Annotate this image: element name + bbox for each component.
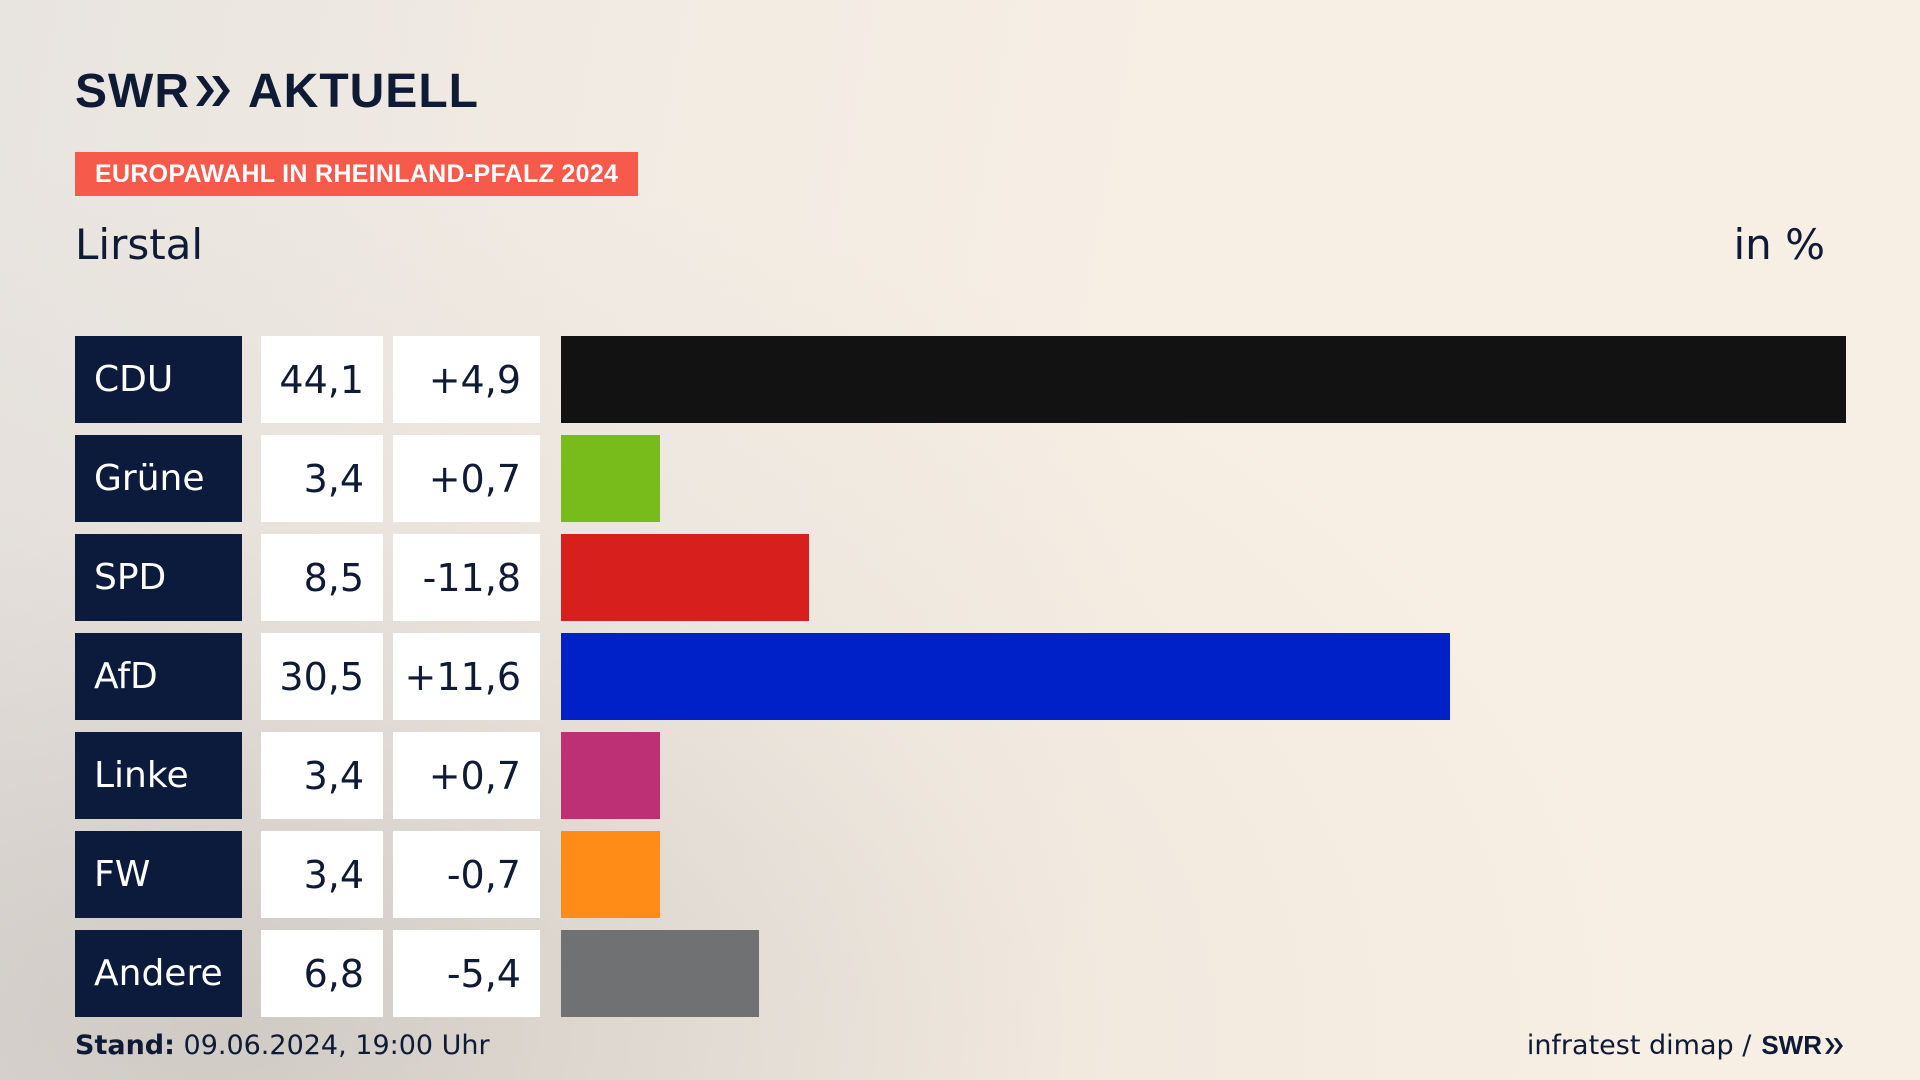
vote-share-value: 44,1 xyxy=(261,336,383,423)
logo-aktuell-text: AKTUELL xyxy=(247,64,479,118)
party-label: CDU xyxy=(75,336,242,423)
party-label: FW xyxy=(75,831,242,918)
party-label: AfD xyxy=(75,633,242,720)
unit-label: in % xyxy=(1733,220,1825,269)
timestamp: Stand: 09.06.2024, 19:00 Uhr xyxy=(75,1030,490,1061)
result-bar xyxy=(561,435,660,522)
vote-share-value: 3,4 xyxy=(261,435,383,522)
region-title: Lirstal xyxy=(75,220,204,269)
result-row: Grüne 3,4 +0,7 xyxy=(75,435,1846,522)
source-text: infratest dimap / xyxy=(1526,1030,1752,1061)
mini-chevron-icon xyxy=(1825,1037,1843,1054)
vote-share-value: 30,5 xyxy=(261,633,383,720)
vote-change-value: +0,7 xyxy=(393,435,540,522)
vote-change-value: +0,7 xyxy=(393,732,540,819)
vote-share-value: 3,4 xyxy=(261,732,383,819)
party-label: Andere xyxy=(75,930,242,1017)
election-tag: EUROPAWAHL IN RHEINLAND-PFALZ 2024 xyxy=(75,152,639,196)
result-bar xyxy=(561,732,660,819)
vote-change-value: +11,6 xyxy=(393,633,540,720)
swr-mini-logo: SWR xyxy=(1761,1030,1844,1061)
vote-change-value: -0,7 xyxy=(393,831,540,918)
vote-share-value: 3,4 xyxy=(261,831,383,918)
result-row: Linke 3,4 +0,7 xyxy=(75,732,1846,819)
result-bar xyxy=(561,534,809,621)
vote-share-value: 8,5 xyxy=(261,534,383,621)
source-credit: infratest dimap / SWR xyxy=(1527,1030,1844,1061)
party-label: Linke xyxy=(75,732,242,819)
vote-change-value: -5,4 xyxy=(393,930,540,1017)
double-chevron-icon xyxy=(194,73,232,109)
result-bar xyxy=(561,633,1450,720)
result-row: CDU 44,1 +4,9 xyxy=(75,336,1846,423)
result-bar xyxy=(561,336,1846,423)
party-label: Grüne xyxy=(75,435,242,522)
vote-change-value: +4,9 xyxy=(393,336,540,423)
result-bar xyxy=(561,930,759,1017)
vote-share-value: 6,8 xyxy=(261,930,383,1017)
result-row: AfD 30,5 +11,6 xyxy=(75,633,1846,720)
result-row: SPD 8,5 -11,8 xyxy=(75,534,1846,621)
party-label: SPD xyxy=(75,534,242,621)
vote-change-value: -11,8 xyxy=(393,534,540,621)
swr-mini-text: SWR xyxy=(1761,1030,1822,1060)
result-bar xyxy=(561,831,660,918)
result-row: Andere 6,8 -5,4 xyxy=(75,930,1846,1017)
swr-aktuell-logo: SWR AKTUELL xyxy=(75,64,479,118)
logo-swr-text: SWR xyxy=(75,64,190,118)
stand-value: 09.06.2024, 19:00 Uhr xyxy=(183,1030,490,1061)
result-row: FW 3,4 -0,7 xyxy=(75,831,1846,918)
stand-label: Stand: xyxy=(75,1030,175,1061)
